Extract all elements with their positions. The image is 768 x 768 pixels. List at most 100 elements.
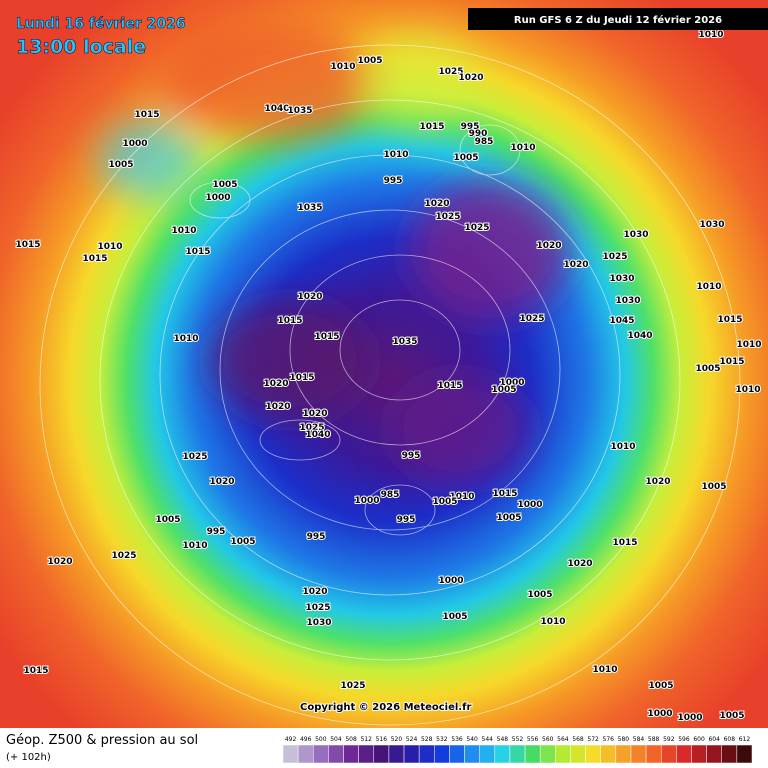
- scale-swatch: [313, 744, 329, 764]
- pressure-label: 995: [402, 451, 421, 461]
- pressure-label: 995: [384, 176, 403, 186]
- scale-swatch: [358, 744, 375, 764]
- scale-label: 516: [376, 736, 388, 743]
- pressure-label: 1030: [615, 296, 640, 306]
- scale-label: 548: [497, 736, 509, 743]
- scale-swatch: [555, 744, 571, 764]
- pressure-label: 1010: [97, 242, 122, 252]
- scale-swatch: [721, 744, 738, 764]
- pressure-label: 1040: [305, 430, 330, 440]
- scale-label: 556: [527, 736, 539, 743]
- scale-label: 540: [466, 736, 478, 743]
- pressure-label: 1035: [287, 106, 312, 116]
- pressure-label: 1010: [540, 617, 565, 627]
- scale-label: 532: [436, 736, 448, 743]
- scale-swatch: [585, 744, 601, 764]
- pressure-label: 1020: [297, 292, 322, 302]
- footer-title: Géop. Z500 & pression au sol: [6, 733, 198, 748]
- scale-label: 528: [421, 736, 433, 743]
- pressure-label: 1005: [230, 537, 255, 547]
- pressure-label: 995: [461, 122, 480, 132]
- pressure-label: 1005: [648, 681, 673, 691]
- scale-label: 588: [648, 736, 660, 743]
- pressure-label: 1025: [438, 67, 463, 77]
- scale-swatch: [736, 744, 753, 764]
- scale-swatch: [660, 744, 677, 764]
- scale-swatch: [706, 744, 722, 764]
- scale-label: 580: [618, 736, 630, 743]
- pressure-label: 1005: [432, 497, 457, 507]
- pressure-label: 1020: [265, 402, 290, 412]
- pressure-label: 1000: [647, 709, 672, 719]
- scale-label: 544: [482, 736, 494, 743]
- pressure-label: 1025: [340, 681, 365, 691]
- pressure-label: 1015: [15, 240, 40, 250]
- field-blobs: [100, 20, 570, 485]
- scale-swatch: [676, 744, 692, 764]
- scale-label: 604: [708, 736, 720, 743]
- pressure-label: 1005: [212, 180, 237, 190]
- scale-swatch: [464, 744, 480, 764]
- pressure-label: 1025: [602, 252, 627, 262]
- pressure-label: 1015: [419, 122, 444, 132]
- scale-label: 504: [330, 736, 342, 743]
- scale-label: 584: [633, 736, 645, 743]
- scale-label: 512: [360, 736, 372, 743]
- pressure-label: 1015: [289, 373, 314, 383]
- pressure-label: 1015: [185, 247, 210, 257]
- scale-swatch: [524, 744, 541, 764]
- pressure-label: 1005: [491, 385, 516, 395]
- pressure-label: 1015: [717, 315, 742, 325]
- scale-label: 564: [557, 736, 569, 743]
- scale-label: 536: [451, 736, 463, 743]
- isobars: [39, 44, 741, 726]
- scale-swatch: [434, 744, 450, 764]
- pressure-label: 1040: [627, 331, 652, 341]
- scale-label: 520: [391, 736, 403, 743]
- pressure-label: 1000: [499, 378, 524, 388]
- pressure-label: 1010: [173, 334, 198, 344]
- pressure-label: 1020: [47, 557, 72, 567]
- scale-swatch: [494, 744, 511, 764]
- pressure-label: 1000: [205, 193, 230, 203]
- pressure-label: 1005: [453, 153, 478, 163]
- scale-label: 552: [512, 736, 524, 743]
- pressure-label: 1000: [438, 576, 463, 586]
- scale-swatch: [539, 744, 556, 764]
- pressure-label: 1000: [677, 713, 702, 723]
- pressure-label: 1010: [182, 541, 207, 551]
- pressure-label: 1015: [134, 110, 159, 120]
- pressure-label: 985: [381, 490, 400, 500]
- pressure-label: 1045: [609, 316, 634, 326]
- pressure-label: 1015: [277, 316, 302, 326]
- pressure-label: 1020: [302, 409, 327, 419]
- pressure-label: 1015: [82, 254, 107, 264]
- pressure-label: 1005: [527, 590, 552, 600]
- pressure-label: 1010: [330, 62, 355, 72]
- run-banner: [468, 8, 768, 30]
- pressure-label: 1040: [264, 104, 289, 114]
- pressure-label: 1030: [623, 230, 648, 240]
- scale-label: 492: [285, 736, 297, 743]
- pressure-label: 1030: [306, 618, 331, 628]
- pressure-label: 985: [475, 137, 494, 147]
- pressure-label: 1010: [610, 442, 635, 452]
- pressure-label: 1015: [314, 332, 339, 342]
- scale-label: 592: [663, 736, 675, 743]
- scale-swatch: [630, 744, 647, 764]
- scale-swatch: [691, 744, 707, 764]
- scale-label: 500: [315, 736, 327, 743]
- pressure-label: 1020: [263, 379, 288, 389]
- scale-swatch: [645, 744, 662, 764]
- pressure-label: 1020: [302, 587, 327, 597]
- scale-label: 508: [345, 736, 357, 743]
- pressure-label: 1020: [458, 73, 483, 83]
- pressure-label: 1020: [209, 477, 234, 487]
- pressure-label: 1005: [357, 56, 382, 66]
- pressure-label: 995: [307, 532, 326, 542]
- pressure-label: 1010: [736, 340, 761, 350]
- pressure-label: 1030: [609, 274, 634, 284]
- pressure-label: 1010: [698, 30, 723, 40]
- pressure-label: 1010: [449, 492, 474, 502]
